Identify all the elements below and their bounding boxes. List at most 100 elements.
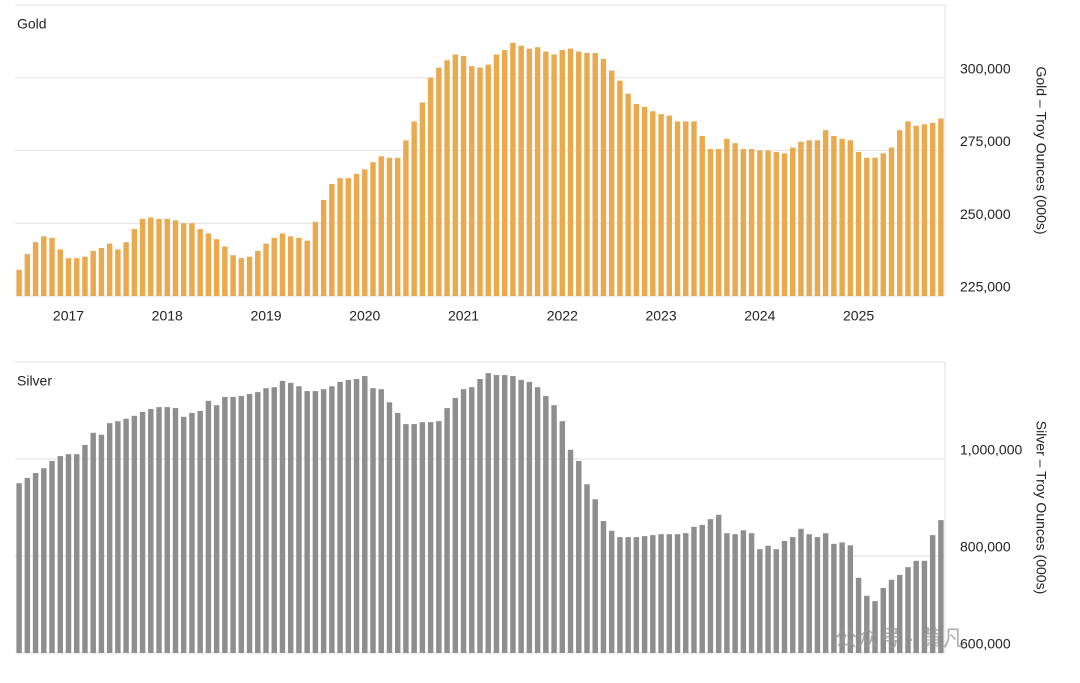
bar (592, 53, 598, 296)
bar (65, 454, 72, 653)
bar (386, 157, 393, 296)
bar (707, 519, 714, 653)
bar (584, 484, 590, 653)
bar (24, 477, 31, 653)
bar (559, 50, 566, 297)
bar (938, 520, 944, 653)
bar (501, 375, 508, 653)
bar (683, 533, 689, 653)
y-tick-label: 275,000 (960, 133, 1011, 149)
bar (65, 258, 72, 296)
x-tick-label: 2017 (53, 308, 84, 324)
bar (929, 122, 936, 296)
bar (296, 237, 302, 296)
bar (213, 239, 220, 296)
bar (74, 258, 80, 296)
bar (658, 534, 664, 653)
bar (98, 247, 105, 296)
y-axis-title: Gold – Troy Ounces (000s) (1033, 66, 1049, 234)
bar (436, 67, 442, 296)
bar (477, 67, 483, 296)
bar (715, 149, 722, 296)
y-tick-label: 225,000 (960, 279, 1011, 295)
bar (271, 237, 277, 296)
bar (567, 48, 574, 297)
y-tick-label: 800,000 (960, 539, 1011, 555)
bar (353, 378, 360, 653)
bar (115, 249, 121, 296)
bar (806, 140, 812, 296)
bar (123, 242, 129, 296)
bar (427, 422, 434, 653)
bar (419, 102, 426, 296)
bar (822, 533, 829, 653)
bar (715, 514, 722, 653)
bar (16, 269, 22, 296)
y-tick-label: 1,000,000 (960, 442, 1022, 458)
bar (255, 250, 261, 296)
bar (362, 376, 368, 653)
bar (847, 545, 854, 653)
bar (378, 156, 384, 296)
bar (370, 388, 376, 653)
bar (691, 526, 697, 653)
bar (938, 118, 944, 297)
bar (74, 454, 80, 653)
bar (90, 432, 96, 653)
bar (757, 549, 763, 653)
bar (49, 460, 55, 653)
bar (197, 410, 203, 653)
bar (378, 389, 384, 653)
bar (197, 229, 203, 296)
bar (699, 135, 705, 296)
bar (337, 381, 343, 653)
bar (24, 254, 31, 296)
bar (139, 218, 146, 296)
bar (855, 151, 862, 296)
bar (732, 143, 738, 296)
bar (872, 157, 878, 296)
bar (666, 115, 673, 296)
x-tick-label: 2021 (448, 308, 479, 324)
bar (880, 588, 886, 653)
bar (921, 124, 928, 296)
bar (765, 150, 771, 296)
bar (106, 243, 113, 296)
bar (320, 389, 327, 653)
bar (394, 157, 401, 296)
bar (230, 255, 236, 296)
bar (172, 408, 179, 653)
bar (757, 150, 763, 296)
bar (189, 412, 195, 653)
bar (831, 135, 837, 296)
bar (460, 389, 467, 653)
bar (518, 379, 524, 653)
bar (526, 48, 533, 297)
bar (897, 130, 903, 296)
x-tick-label: 2019 (250, 308, 281, 324)
bar (600, 58, 607, 297)
bar (238, 395, 245, 653)
bar (181, 416, 187, 653)
bar (477, 378, 483, 653)
bar (748, 533, 755, 653)
bar (534, 47, 541, 296)
y-tick-label: 600,000 (960, 636, 1011, 652)
bar (213, 405, 220, 653)
bar (296, 386, 302, 653)
y-tick-label: 300,000 (960, 60, 1011, 76)
bar (790, 537, 796, 653)
bar (576, 51, 582, 297)
bar (279, 380, 286, 653)
bar (205, 233, 212, 296)
bar (427, 77, 434, 296)
bar (773, 151, 779, 296)
bar (600, 521, 607, 653)
bar (814, 140, 821, 296)
bar (584, 53, 590, 296)
bar (329, 386, 335, 653)
bar (724, 138, 730, 296)
bar (279, 233, 286, 296)
bar (888, 147, 895, 296)
bar (608, 530, 615, 653)
